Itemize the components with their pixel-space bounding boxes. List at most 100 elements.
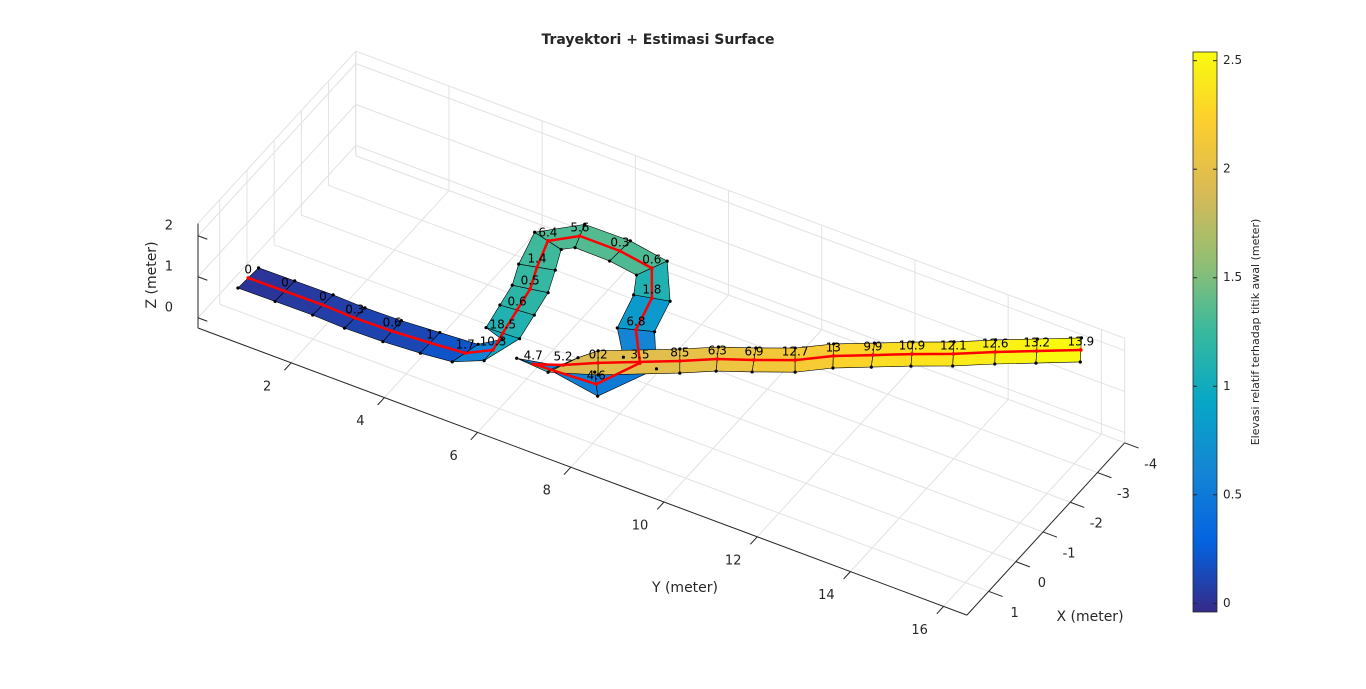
trajectory-point xyxy=(650,296,654,300)
trajectory-point xyxy=(390,329,394,333)
y-tick xyxy=(377,397,385,406)
grid-line xyxy=(384,225,543,398)
grid-line xyxy=(477,259,636,433)
surface-node xyxy=(716,345,721,349)
surface-node xyxy=(665,259,669,263)
x-tick-label: -2 xyxy=(1090,517,1103,532)
point-label: 13.2 xyxy=(1023,336,1050,350)
surface-node xyxy=(951,364,955,368)
surface-node xyxy=(576,356,580,360)
grid-line xyxy=(850,399,1009,572)
colorbar-tick-label: 2 xyxy=(1223,162,1231,176)
colorbar-title: Elevasi relatif terhadap titik awal (met… xyxy=(1249,219,1262,446)
surface-node xyxy=(484,325,488,330)
point-label: 4.6 xyxy=(587,369,606,383)
trajectory-point xyxy=(528,287,532,291)
grid-line xyxy=(197,104,357,278)
x-tick-label: 0 xyxy=(1038,576,1046,591)
surface-node xyxy=(593,370,597,374)
surface-node xyxy=(546,370,550,374)
grid-line xyxy=(219,303,989,592)
point-label: 1.7 xyxy=(456,338,475,352)
surface-node xyxy=(418,351,423,355)
y-tick xyxy=(284,362,292,371)
grid-line xyxy=(756,364,916,538)
grid-line xyxy=(197,145,357,319)
point-label: 0 xyxy=(281,276,289,290)
surface-node xyxy=(331,293,335,297)
point-label: 5.6 xyxy=(570,221,589,235)
y-axis xyxy=(197,327,968,616)
surface-node xyxy=(517,262,521,266)
point-label: 6.8 xyxy=(626,314,645,328)
x-tick xyxy=(988,590,1003,598)
grid-line xyxy=(355,145,1125,434)
surface-node xyxy=(993,362,997,366)
colorbar-tick-label: 2.5 xyxy=(1223,53,1242,67)
z-tick-label: 2 xyxy=(165,218,173,233)
point-label: 0.2 xyxy=(589,347,608,361)
surface-node xyxy=(754,346,758,350)
surface-node xyxy=(952,340,956,344)
surface-node xyxy=(1079,336,1084,340)
grid-line xyxy=(197,63,357,237)
surface-node xyxy=(872,341,877,345)
y-tick xyxy=(843,571,851,580)
y-tick xyxy=(470,432,478,441)
trajectory-point xyxy=(578,234,582,238)
trajectory-point xyxy=(596,361,600,365)
z-tick xyxy=(197,317,208,322)
y-tick xyxy=(750,536,758,545)
point-label: 18.5 xyxy=(489,318,516,332)
point-label: 0 xyxy=(244,262,252,276)
surface-node xyxy=(510,283,514,287)
surface-node xyxy=(909,364,913,368)
surface-node xyxy=(311,313,315,317)
y-tick-label: 4 xyxy=(356,414,364,429)
trajectory-point xyxy=(531,362,536,366)
trajectory-point xyxy=(752,358,756,362)
z-tick xyxy=(197,276,208,281)
x-tick xyxy=(1070,501,1085,508)
z-tick-label: 0 xyxy=(165,300,173,315)
x-axis xyxy=(966,442,1126,616)
surface-node xyxy=(596,349,600,353)
surface-node xyxy=(273,299,277,304)
grid-line xyxy=(273,244,1044,533)
surface-node xyxy=(1034,361,1038,365)
surface-node xyxy=(596,394,600,398)
trajectory-point xyxy=(561,363,565,367)
surface-node xyxy=(750,370,754,374)
surface-node xyxy=(500,337,504,341)
y-tick xyxy=(936,606,944,615)
z-axis-title: Z (meter) xyxy=(144,241,160,308)
y-tick-label: 10 xyxy=(632,519,649,534)
trajectory-point xyxy=(1079,348,1083,352)
trajectory-point xyxy=(546,239,550,243)
surface-node xyxy=(573,246,577,250)
surface-node xyxy=(628,239,632,243)
point-label: 9.9 xyxy=(863,340,882,354)
surface-node xyxy=(652,330,657,334)
trajectory-point xyxy=(618,249,622,253)
trajectory-point xyxy=(871,353,875,357)
x-tick-label: 1 xyxy=(1011,606,1019,621)
trajectory-point xyxy=(993,350,997,354)
point-label: 0.6 xyxy=(642,253,661,267)
x-tick xyxy=(1124,442,1139,449)
point-label: 0.3 xyxy=(345,302,364,316)
point-label: 1 xyxy=(426,327,434,341)
surface-node xyxy=(533,230,537,234)
surface-node xyxy=(911,340,915,344)
point-label: 5.2 xyxy=(553,349,572,363)
trajectory-point xyxy=(428,341,432,345)
trajectory-point xyxy=(678,359,682,363)
surface-node xyxy=(668,299,672,303)
y-tick-label: 16 xyxy=(911,623,928,638)
trajectory-point xyxy=(831,354,836,358)
y-tick-label: 2 xyxy=(263,379,271,394)
surface-node xyxy=(363,306,367,310)
surface-node xyxy=(399,319,403,323)
chart-title: Trayektori + Estimasi Surface xyxy=(541,32,774,48)
surface-node xyxy=(438,330,442,335)
